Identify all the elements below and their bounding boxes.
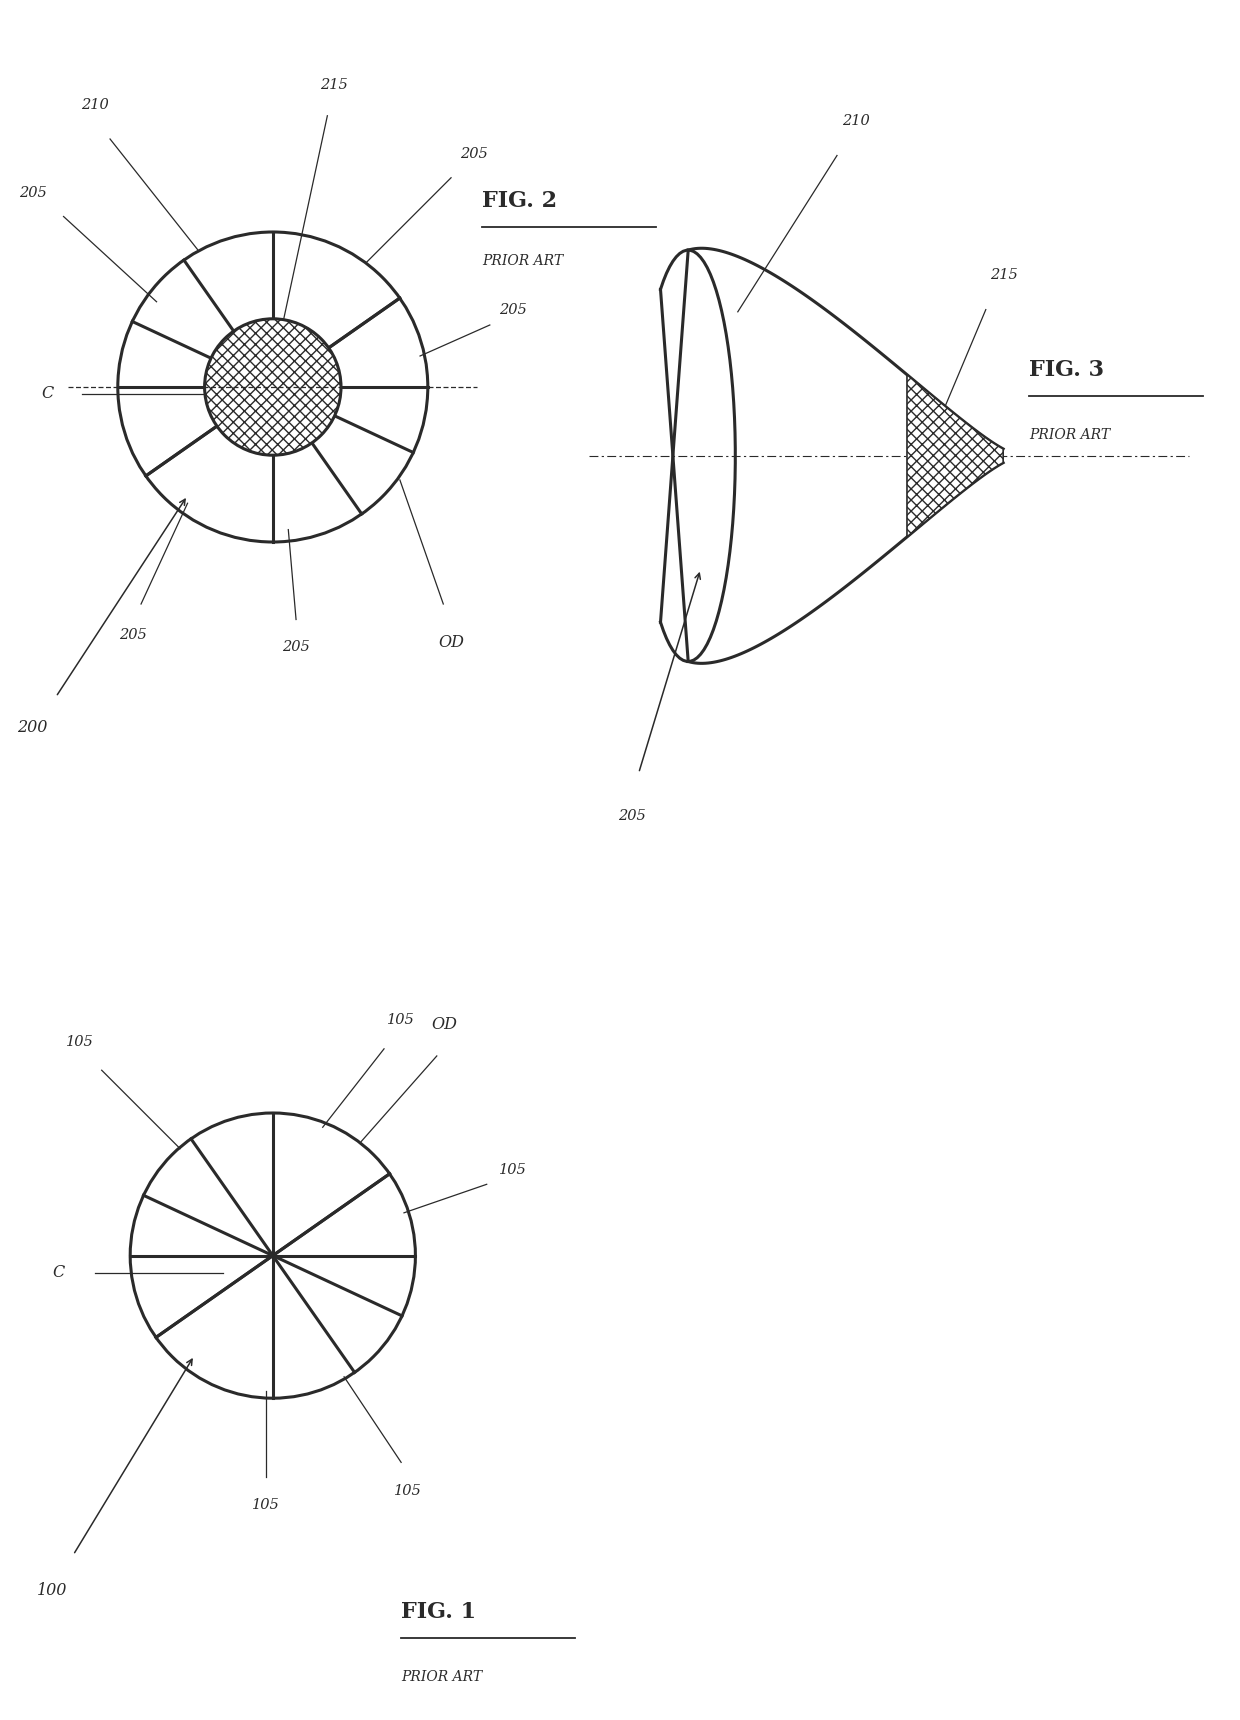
Polygon shape xyxy=(906,375,1003,537)
Text: C: C xyxy=(53,1264,64,1281)
Text: 105: 105 xyxy=(387,1013,415,1027)
Text: C: C xyxy=(42,385,53,402)
Text: PRIOR ART: PRIOR ART xyxy=(1029,428,1110,442)
Text: 105: 105 xyxy=(394,1484,422,1498)
Text: FIG. 3: FIG. 3 xyxy=(1029,359,1104,380)
Text: 105: 105 xyxy=(67,1035,94,1049)
Text: 205: 205 xyxy=(619,810,646,824)
Text: 105: 105 xyxy=(498,1163,526,1176)
Text: 100: 100 xyxy=(37,1582,67,1600)
Ellipse shape xyxy=(205,318,341,456)
Text: 210: 210 xyxy=(81,98,108,112)
Text: PRIOR ART: PRIOR ART xyxy=(482,255,563,268)
Text: PRIOR ART: PRIOR ART xyxy=(402,1670,482,1684)
Text: 205: 205 xyxy=(19,186,46,200)
Text: 215: 215 xyxy=(991,268,1018,282)
Text: OD: OD xyxy=(438,635,464,652)
Text: 205: 205 xyxy=(500,303,527,316)
Text: 105: 105 xyxy=(252,1498,279,1512)
Text: FIG. 2: FIG. 2 xyxy=(482,189,557,212)
Text: 200: 200 xyxy=(17,719,47,736)
Text: OD: OD xyxy=(432,1017,456,1034)
Text: 205: 205 xyxy=(460,148,489,162)
Text: 210: 210 xyxy=(842,114,869,127)
Text: 215: 215 xyxy=(320,77,348,91)
Text: FIG. 1: FIG. 1 xyxy=(402,1601,476,1624)
Text: 205: 205 xyxy=(119,628,148,642)
Text: 205: 205 xyxy=(283,640,310,654)
